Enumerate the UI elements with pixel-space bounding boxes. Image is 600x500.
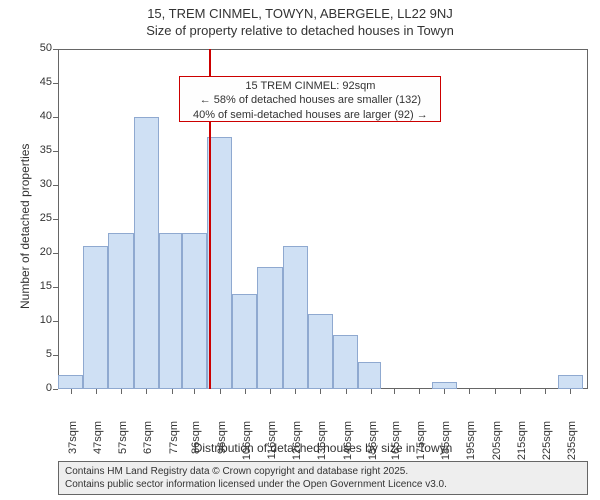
y-tick-mark	[53, 287, 58, 288]
footer-line-2: Contains public sector information licen…	[65, 478, 581, 491]
x-tick-mark	[520, 389, 521, 394]
histogram-bar	[283, 246, 308, 389]
y-tick-label: 25	[28, 212, 52, 224]
annotation-box: 15 TREM CINMEL: 92sqm← 58% of detached h…	[179, 76, 441, 122]
x-tick-label: 37sqm	[67, 421, 79, 471]
annotation-line: 40% of semi-detached houses are larger (…	[184, 108, 436, 122]
y-tick-mark	[53, 83, 58, 84]
x-tick-mark	[245, 389, 246, 394]
x-tick-label: 106sqm	[241, 421, 253, 471]
histogram-bar	[358, 362, 381, 389]
y-tick-label: 30	[28, 178, 52, 190]
histogram-bar	[558, 375, 583, 389]
x-tick-mark	[96, 389, 97, 394]
y-tick-label: 45	[28, 76, 52, 88]
title-line-1: 15, TREM CINMEL, TOWYN, ABERGELE, LL22 9…	[0, 6, 600, 21]
x-tick-mark	[570, 389, 571, 394]
y-tick-label: 40	[28, 110, 52, 122]
x-tick-label: 215sqm	[516, 421, 528, 471]
x-tick-label: 57sqm	[117, 421, 129, 471]
y-tick-mark	[53, 117, 58, 118]
y-tick-label: 50	[28, 42, 52, 54]
histogram-bar	[58, 375, 83, 389]
annotation-line: ← 58% of detached houses are smaller (13…	[184, 93, 436, 107]
x-tick-mark	[320, 389, 321, 394]
y-tick-mark	[53, 219, 58, 220]
histogram-bar	[159, 233, 182, 389]
x-tick-mark	[172, 389, 173, 394]
x-tick-label: 225sqm	[541, 421, 553, 471]
y-tick-label: 20	[28, 246, 52, 258]
x-tick-label: 205sqm	[491, 421, 503, 471]
x-tick-mark	[121, 389, 122, 394]
y-tick-mark	[53, 49, 58, 50]
x-tick-label: 67sqm	[142, 421, 154, 471]
histogram-bar	[232, 294, 257, 389]
x-tick-mark	[270, 389, 271, 394]
histogram-bar	[257, 267, 282, 389]
x-tick-mark	[444, 389, 445, 394]
x-tick-mark	[371, 389, 372, 394]
x-tick-label: 156sqm	[367, 421, 379, 471]
histogram-bar	[333, 335, 358, 389]
x-tick-label: 175sqm	[415, 421, 427, 471]
x-tick-mark	[346, 389, 347, 394]
x-tick-mark	[419, 389, 420, 394]
y-tick-mark	[53, 253, 58, 254]
histogram-bar	[134, 117, 159, 389]
y-tick-label: 10	[28, 314, 52, 326]
x-tick-label: 146sqm	[342, 421, 354, 471]
x-tick-label: 77sqm	[168, 421, 180, 471]
x-tick-label: 185sqm	[440, 421, 452, 471]
y-tick-mark	[53, 151, 58, 152]
x-tick-label: 116sqm	[266, 421, 278, 471]
x-tick-mark	[71, 389, 72, 394]
x-tick-label: 136sqm	[316, 421, 328, 471]
y-tick-mark	[53, 355, 58, 356]
x-tick-label: 195sqm	[465, 421, 477, 471]
y-tick-label: 0	[28, 382, 52, 394]
x-tick-mark	[295, 389, 296, 394]
x-tick-mark	[146, 389, 147, 394]
x-tick-mark	[545, 389, 546, 394]
y-tick-mark	[53, 185, 58, 186]
histogram-bar	[83, 246, 108, 389]
y-tick-mark	[53, 321, 58, 322]
y-tick-label: 5	[28, 348, 52, 360]
histogram-bar	[432, 382, 457, 389]
y-tick-label: 35	[28, 144, 52, 156]
x-tick-mark	[394, 389, 395, 394]
histogram-bar	[108, 233, 133, 389]
y-tick-label: 15	[28, 280, 52, 292]
histogram-bar	[308, 314, 333, 389]
y-tick-mark	[53, 389, 58, 390]
x-tick-label: 126sqm	[291, 421, 303, 471]
annotation-line: 15 TREM CINMEL: 92sqm	[184, 79, 436, 93]
x-tick-label: 235sqm	[566, 421, 578, 471]
title-line-2: Size of property relative to detached ho…	[0, 23, 600, 38]
x-tick-label: 86sqm	[190, 421, 202, 471]
x-tick-label: 96sqm	[216, 421, 228, 471]
x-tick-mark	[220, 389, 221, 394]
x-tick-mark	[495, 389, 496, 394]
x-tick-label: 165sqm	[390, 421, 402, 471]
x-tick-label: 47sqm	[92, 421, 104, 471]
histogram-bar	[182, 233, 207, 389]
x-tick-mark	[194, 389, 195, 394]
x-tick-mark	[469, 389, 470, 394]
